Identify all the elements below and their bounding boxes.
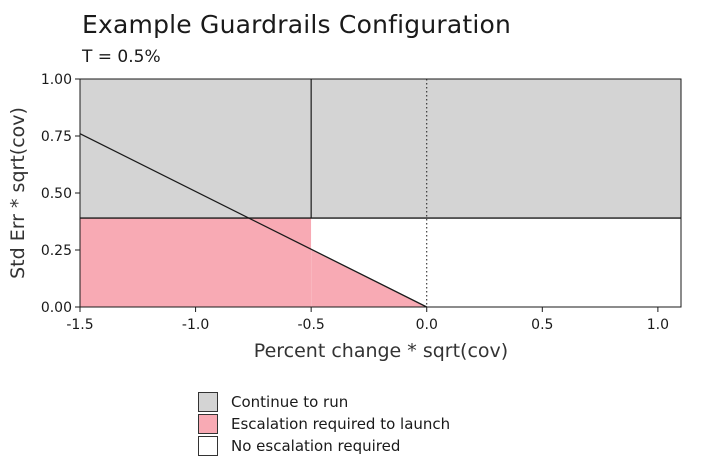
boundary-line [79,133,428,308]
legend-swatch-no-escalation [198,436,218,456]
legend-item-escalation: Escalation required to launch [198,413,450,435]
y-tick-label: 1.00 [41,72,72,88]
legend: Continue to run Escalation required to l… [198,391,450,457]
legend-label-no-escalation: No escalation required [231,437,401,455]
legend-label-continue: Continue to run [231,393,349,411]
region-escalation-required [80,218,312,307]
x-tick-label: -1.0 [182,317,209,333]
y-tick-label: 0.75 [41,129,72,145]
x-tick-label: -0.5 [297,317,324,333]
x-axis-title: Percent change * sqrt(cov) [254,340,508,362]
x-tick-label: 0.5 [531,317,553,333]
plot-area [79,78,682,308]
chart-title: Example Guardrails Configuration [82,10,512,39]
legend-item-no-escalation: No escalation required [198,435,450,457]
axis-ticks: -1.5 -1.0 -0.5 0.0 0.5 1.0 0.00 0.25 0.50 0.75 1.0… [41,72,669,333]
x-tick-label: -1.5 [66,317,93,333]
legend-item-continue: Continue to run [198,391,450,413]
y-axis-title: Std Err * sqrt(cov) [7,107,29,279]
y-tick-label: 0.50 [41,186,72,202]
legend-swatch-continue [198,392,218,412]
legend-label-escalation: Escalation required to launch [231,415,451,433]
x-tick-label: 0.0 [416,317,438,333]
x-tick-label: 1.0 [647,317,669,333]
y-tick-label: 0.25 [41,243,72,259]
y-tick-label: 0.00 [41,300,72,316]
legend-swatch-escalation [198,414,218,434]
chart-subtitle: T = 0.5% [82,47,161,67]
region-continue-to-run [80,79,681,219]
